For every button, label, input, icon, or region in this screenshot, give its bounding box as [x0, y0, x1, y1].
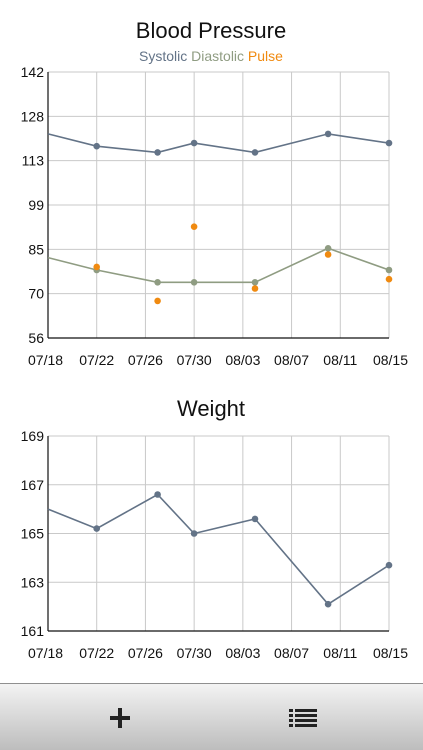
- weight-x-tick-label: 07/30: [177, 645, 212, 661]
- weight-point: [93, 525, 100, 532]
- list-view-button[interactable]: [281, 702, 325, 734]
- weight-y-tick-label: 169: [21, 428, 45, 444]
- bottom-toolbar: [0, 683, 423, 750]
- weight-x-tick-label: 07/22: [79, 645, 114, 661]
- list-icon: [289, 709, 317, 727]
- plus-icon: [110, 708, 130, 728]
- bp-y-tick-label: 142: [21, 64, 45, 80]
- legend-entry-diastolic: Diastolic: [187, 48, 244, 64]
- weight-x-tick-label: 08/11: [323, 645, 357, 661]
- weight-point: [190, 530, 198, 537]
- bp-x-tick-label: 08/07: [274, 352, 309, 368]
- bp-x-tick-label: 07/18: [28, 352, 63, 368]
- pulse-point: [190, 223, 198, 230]
- systolic-point: [154, 149, 161, 156]
- weight-point: [324, 600, 332, 608]
- weight-y-tick-label: 161: [21, 623, 45, 639]
- systolic-point: [385, 139, 393, 147]
- bp-y-tick-label: 113: [22, 153, 45, 169]
- bp-x-tick-label: 08/11: [323, 352, 357, 368]
- bp-x-tick-label: 08/03: [225, 352, 260, 368]
- pulse-point: [154, 297, 161, 305]
- pulse-point: [251, 285, 259, 292]
- systolic-point: [93, 142, 100, 150]
- systolic-series-line: [47, 133, 390, 154]
- weight-x-tick-label: 08/15: [373, 645, 408, 661]
- bp-y-tick-label: 85: [28, 241, 44, 257]
- diastolic-point: [324, 245, 332, 252]
- weight-y-tick-label: 163: [21, 574, 45, 590]
- bp-x-tick-label: 08/15: [373, 352, 408, 368]
- diastolic-point: [385, 266, 393, 274]
- weight-point: [154, 491, 161, 498]
- bp-legend: Systolic Diastolic Pulse: [139, 48, 283, 64]
- pulse-point: [93, 263, 100, 271]
- add-entry-button[interactable]: [98, 702, 142, 734]
- weight-x-tick-label: 08/03: [225, 645, 260, 661]
- systolic-point: [324, 130, 332, 138]
- weight-x-tick-label: 08/07: [274, 645, 309, 661]
- diastolic-point: [251, 279, 259, 286]
- systolic-point: [190, 139, 198, 147]
- bp-y-tick-label: 99: [28, 197, 44, 213]
- weight-y-tick-label: 167: [21, 477, 45, 493]
- bp-y-tick-label: 56: [28, 330, 44, 346]
- bp-y-tick-label: 70: [28, 286, 44, 302]
- weight-y-tick-label: 165: [21, 526, 45, 542]
- legend-entry-systolic: Systolic: [139, 48, 187, 64]
- weight-point: [251, 515, 259, 523]
- bp-x-tick-label: 07/26: [128, 352, 163, 368]
- bp-y-tick-label: 128: [21, 108, 45, 124]
- weight-point: [385, 561, 393, 569]
- diastolic-point: [190, 279, 198, 286]
- diastolic-point: [154, 279, 161, 286]
- systolic-point: [251, 149, 259, 156]
- weight-x-tick-label: 07/18: [28, 645, 63, 661]
- bp-x-tick-label: 07/22: [79, 352, 114, 368]
- weight-series-line: [47, 493, 390, 606]
- blood-pressure-chart: Blood Pressure Systolic Diastolic Pulse 14…: [21, 18, 409, 368]
- bp-chart-title: Blood Pressure: [136, 18, 286, 43]
- legend-entry-pulse: Pulse: [244, 48, 283, 64]
- pulse-point: [385, 275, 393, 283]
- weight-x-tick-label: 07/26: [128, 645, 163, 661]
- weight-chart: Weight 169 167 165 163 161 07/18 07/22 07/26 07/3…: [21, 396, 409, 661]
- bp-x-tick-label: 07/30: [177, 352, 212, 368]
- weight-chart-title: Weight: [177, 396, 245, 421]
- pulse-point: [324, 251, 332, 258]
